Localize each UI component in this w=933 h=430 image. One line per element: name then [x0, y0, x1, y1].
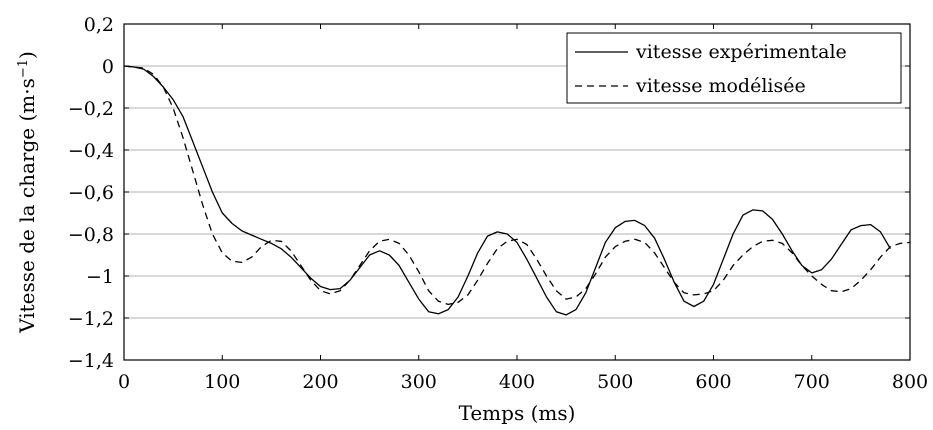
y-axis-title-close: )	[15, 51, 39, 59]
x-tick-label: 700	[794, 371, 830, 393]
legend-label-modeled: vitesse modélisée	[635, 75, 806, 97]
y-axis-title: Vitesse de la charge (m·s−1)	[15, 51, 39, 334]
y-tick-label: −1,2	[68, 308, 114, 330]
y-tick-label: −1,4	[68, 350, 114, 372]
legend-box	[566, 32, 902, 104]
y-tick-label: −1	[86, 266, 114, 288]
y-tick-labels: 0,2 0 −0,2 −0,4 −0,6 −0,8 −1 −1,2 −1,4	[68, 14, 114, 372]
y-tick-label: −0,4	[68, 140, 114, 162]
x-tick-label: 100	[204, 371, 240, 393]
x-tick-label: 200	[302, 371, 338, 393]
y-axis-title-main: Vitesse de la charge (m·s	[15, 78, 39, 334]
y-tick-label: 0,2	[84, 14, 114, 36]
series-lines	[123, 65, 911, 316]
y-tick-label: 0	[102, 56, 114, 78]
x-tick-label: 0	[118, 371, 130, 393]
x-tick-labels: 0 100 200 300 400 500 600 700 800	[118, 371, 928, 393]
series-line-experimental	[123, 65, 891, 316]
legend: vitesse expérimentale vitesse modélisée	[566, 32, 902, 104]
x-tick-label: 500	[597, 371, 633, 393]
x-tick-label: 800	[892, 371, 928, 393]
legend-label-experimental: vitesse expérimentale	[635, 41, 847, 63]
y-tick-label: −0,8	[68, 224, 114, 246]
x-tick-label: 300	[401, 371, 437, 393]
x-tick-label: 400	[499, 371, 535, 393]
axis-ticks	[123, 23, 911, 361]
series-line-modeled	[123, 65, 911, 306]
y-axis-title-superscript: −1	[16, 59, 31, 78]
y-tick-label: −0,2	[68, 98, 114, 120]
x-axis-title: Temps (ms)	[459, 401, 576, 425]
y-tick-label: −0,6	[68, 182, 114, 204]
x-tick-label: 600	[695, 371, 731, 393]
